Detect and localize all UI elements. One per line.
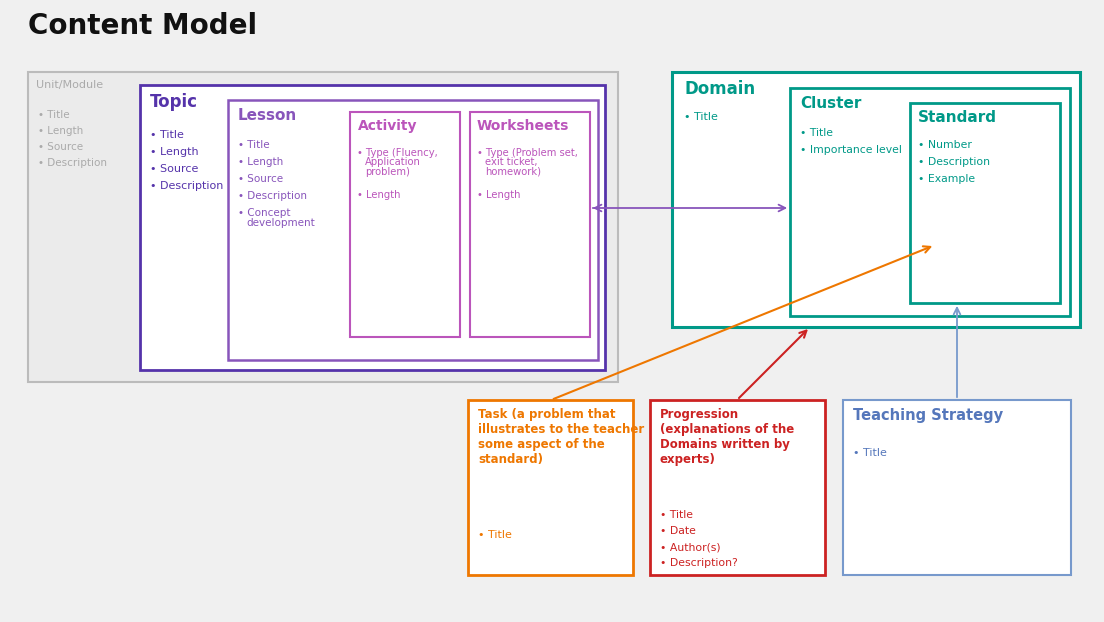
- Text: • Description: • Description: [150, 181, 223, 191]
- Bar: [910, 103, 1060, 303]
- Text: Content Model: Content Model: [28, 12, 257, 40]
- Text: Unit/Module: Unit/Module: [36, 80, 103, 90]
- Text: Worksheets: Worksheets: [477, 119, 570, 133]
- Text: • Description: • Description: [38, 158, 107, 168]
- Text: • Source: • Source: [238, 174, 283, 184]
- Bar: [28, 72, 618, 382]
- Text: • Type (Problem set,: • Type (Problem set,: [477, 148, 577, 158]
- Text: • Title: • Title: [38, 110, 70, 120]
- Text: Domain: Domain: [684, 80, 755, 98]
- Text: • Example: • Example: [919, 174, 975, 184]
- Bar: [468, 400, 633, 575]
- Text: • Source: • Source: [150, 164, 199, 174]
- Text: • Source: • Source: [38, 142, 83, 152]
- Text: problem): problem): [365, 167, 410, 177]
- Text: Cluster: Cluster: [800, 96, 861, 111]
- Text: • Length: • Length: [238, 157, 284, 167]
- Text: exit ticket,: exit ticket,: [485, 157, 538, 167]
- Text: • Title: • Title: [853, 448, 887, 458]
- Text: Application: Application: [365, 157, 421, 167]
- Bar: [650, 400, 825, 575]
- Bar: [470, 112, 590, 337]
- Bar: [672, 72, 1080, 327]
- Text: • Author(s): • Author(s): [660, 542, 721, 552]
- Text: Task (a problem that
illustrates to the teacher
some aspect of the
standard): Task (a problem that illustrates to the …: [478, 408, 645, 466]
- Text: Teaching Strategy: Teaching Strategy: [853, 408, 1004, 423]
- Bar: [229, 100, 598, 360]
- Text: homework): homework): [485, 167, 541, 177]
- Text: • Title: • Title: [800, 128, 834, 138]
- Text: Activity: Activity: [358, 119, 417, 133]
- Text: • Length: • Length: [357, 190, 401, 200]
- Bar: [140, 85, 605, 370]
- Text: • Title: • Title: [150, 130, 184, 140]
- Text: • Description?: • Description?: [660, 558, 737, 568]
- Text: • Type (Fluency,: • Type (Fluency,: [357, 148, 438, 158]
- Text: • Number: • Number: [919, 140, 972, 150]
- Text: • Title: • Title: [660, 510, 693, 520]
- Text: • Title: • Title: [478, 530, 512, 540]
- Text: Progression
(explanations of the
Domains written by
experts): Progression (explanations of the Domains…: [660, 408, 794, 466]
- Text: • Title: • Title: [684, 112, 718, 122]
- Bar: [843, 400, 1071, 575]
- Text: • Title: • Title: [238, 140, 269, 150]
- Text: • Description: • Description: [919, 157, 990, 167]
- Text: development: development: [246, 218, 315, 228]
- Text: • Length: • Length: [38, 126, 83, 136]
- Text: • Length: • Length: [477, 190, 520, 200]
- Bar: [790, 88, 1070, 316]
- Text: • Description: • Description: [238, 191, 307, 201]
- Text: • Length: • Length: [150, 147, 199, 157]
- Text: Lesson: Lesson: [238, 108, 297, 123]
- Text: • Importance level: • Importance level: [800, 145, 902, 155]
- Text: Topic: Topic: [150, 93, 198, 111]
- Text: Standard: Standard: [919, 110, 997, 125]
- Text: • Date: • Date: [660, 526, 696, 536]
- Bar: [350, 112, 460, 337]
- Text: • Concept: • Concept: [238, 208, 290, 218]
